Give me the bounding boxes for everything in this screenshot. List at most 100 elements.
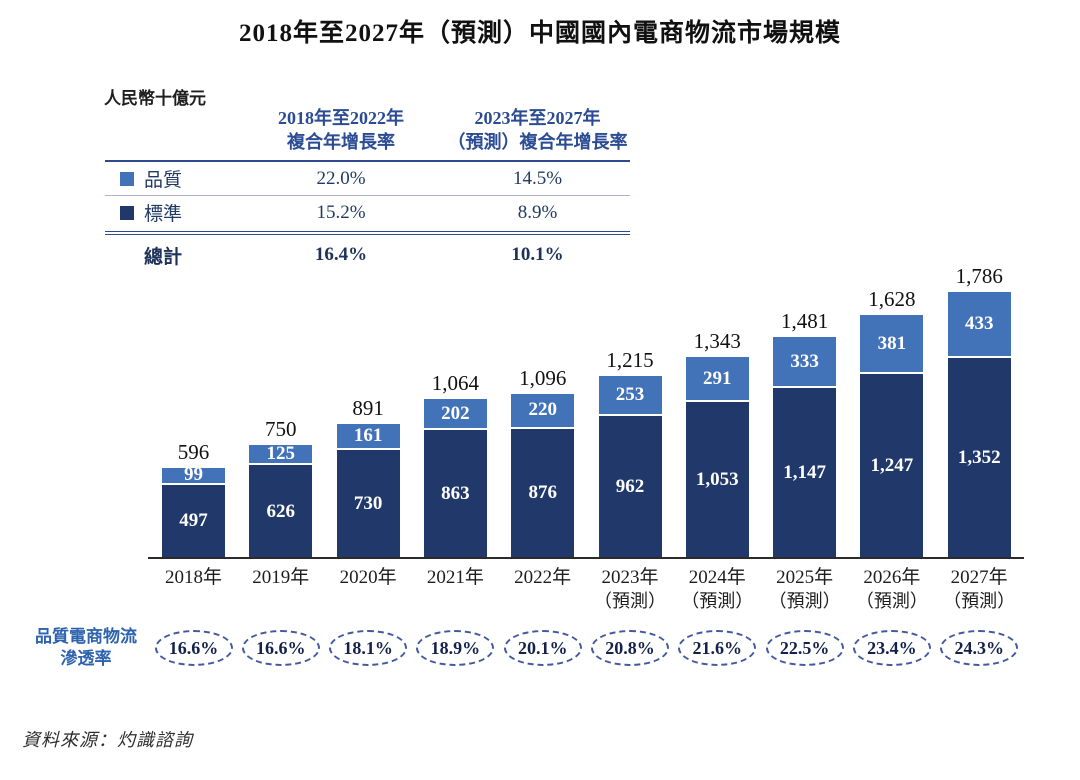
x-axis-forecast-note: （預測） (594, 591, 666, 611)
x-axis-year: 2018年 (164, 567, 222, 588)
penetration-oval: 16.6% (154, 630, 233, 666)
bar-segment-quality: 220 (511, 394, 575, 429)
penetration-group: 18.1% (325, 630, 412, 666)
bar-total-label: 1,064 (431, 370, 480, 395)
bar-group: 750 125 626 (237, 418, 324, 558)
x-axis-forecast-note: （預測） (943, 591, 1016, 611)
penetration-group: 16.6% (150, 630, 237, 666)
table-rule-top (105, 160, 630, 162)
x-axis-label: 2020年 (325, 566, 412, 590)
bar-group: 596 99 497 (150, 441, 237, 558)
x-axis-forecast-note: （預測） (768, 591, 841, 611)
table-row-total: 總計 16.4% 10.1% (105, 235, 630, 275)
table-rule-mid (105, 195, 630, 196)
penetration-group: 16.6% (237, 630, 324, 666)
bar-group: 1,786 433 1,352 (936, 265, 1023, 558)
bar-segment-quality: 381 (860, 315, 924, 374)
penetration-group: 22.5% (761, 630, 848, 666)
bar-segment-quality: 202 (423, 398, 487, 431)
cagr-table: 2018年至2022年 複合年增長率 2023年至2027年 （預測）複合年增長… (105, 102, 630, 275)
cagr-table-header: 2018年至2022年 複合年增長率 2023年至2027年 （預測）複合年增長… (105, 102, 630, 154)
total-row-label: 總計 (144, 246, 183, 268)
bar-segment-standard: 626 (249, 465, 313, 558)
bar-segment-standard: 497 (162, 484, 225, 558)
penetration-group: 20.8% (587, 630, 674, 666)
penetration-group: 20.1% (499, 630, 586, 666)
penetration-label-line1: 品質電商物流 (35, 627, 137, 646)
x-axis-line (148, 557, 1024, 559)
bar-group: 1,628 381 1,247 (848, 288, 935, 558)
x-axis-year: 2023年 (601, 567, 659, 588)
bar-segment-standard: 1,247 (860, 373, 924, 558)
unit-label: 人民幣十億元 (104, 89, 206, 108)
bar-segment-quality: 125 (249, 443, 313, 466)
penetration-rate-label: 品質電商物流 滲透率 (20, 626, 152, 670)
bar-segment-standard: 863 (423, 430, 487, 558)
x-axis-label: 2021年 (412, 566, 499, 590)
col-header-line: 2018年至2022年 (278, 108, 404, 128)
x-axis-label: 2023年 （預測） (587, 566, 674, 613)
bar-segment-standard: 1,352 (947, 358, 1011, 558)
bar-segment-quality: 253 (598, 376, 662, 416)
x-axis-label: 2025年 （預測） (761, 566, 848, 613)
penetration-oval: 16.6% (241, 630, 320, 666)
bar-segment-standard: 1,147 (773, 388, 837, 558)
total-cagr-2023-2027: 10.1% (511, 244, 564, 265)
bar-segment-quality: 291 (685, 357, 749, 403)
x-axis-year: 2027年 (950, 567, 1008, 588)
penetration-group: 18.9% (412, 630, 499, 666)
bar-segment-quality: 433 (947, 292, 1011, 359)
bar-group: 1,481 333 1,147 (761, 310, 848, 558)
penetration-oval: 18.1% (329, 630, 408, 666)
penetration-group: 24.3% (936, 630, 1023, 666)
penetration-label-line2: 滲透率 (60, 649, 112, 668)
bar-segment-standard: 876 (511, 428, 575, 558)
total-cagr-2018-2022: 16.4% (314, 244, 368, 265)
x-axis-label: 2024年 （預測） (674, 566, 761, 613)
row-label: 品質 (144, 170, 183, 191)
col-header-line: 2023年至2027年 (474, 108, 601, 128)
x-axis-forecast-note: （預測） (681, 591, 754, 611)
x-axis-labels: 2018年 2019年 2020年 2021年 2022年 2023年 （預測） 2024年 （… (150, 566, 1023, 622)
x-axis-year: 2022年 (514, 567, 572, 588)
standard-cagr-2018-2022: 15.2% (316, 201, 366, 223)
bar-total-label: 1,343 (693, 329, 741, 354)
quality-cagr-2023-2027: 14.5% (512, 167, 563, 189)
bar-group: 1,215 253 962 (587, 349, 674, 558)
penetration-oval: 20.8% (591, 630, 669, 666)
penetration-oval: 20.1% (503, 630, 582, 666)
x-axis-label: 2019年 (237, 566, 324, 590)
bar-group: 1,096 220 876 (499, 367, 586, 558)
bar-segment-quality: 333 (773, 337, 837, 389)
x-axis-label: 2018年 (150, 566, 237, 590)
x-axis-year: 2024年 (688, 567, 746, 588)
legend-swatch-standard (120, 205, 134, 220)
bar-total-label: 596 (177, 439, 210, 464)
bar-group: 1,343 291 1,053 (674, 330, 761, 558)
col-header-2023-2027: 2023年至2027年 （預測）複合年增長率 (445, 106, 630, 154)
bar-total-label: 1,481 (780, 309, 829, 334)
penetration-oval: 18.9% (416, 630, 495, 666)
x-axis-forecast-note: （預測） (855, 591, 928, 611)
col-header-line: （預測）複合年增長率 (447, 132, 628, 152)
bar-segment-quality: 99 (162, 464, 225, 485)
bar-total-label: 1,786 (955, 264, 1003, 289)
penetration-oval: 24.3% (940, 630, 1019, 666)
x-axis-year: 2019年 (252, 567, 310, 588)
penetration-oval: 21.6% (678, 630, 757, 666)
bar-total-label: 891 (352, 396, 384, 421)
bar-segment-quality: 161 (336, 424, 400, 451)
col-header-line: 複合年增長率 (287, 132, 395, 152)
x-axis-year: 2020年 (339, 567, 397, 588)
penetration-oval: 23.4% (852, 630, 931, 666)
table-row-standard: 標準 15.2% 8.9% (105, 196, 630, 229)
bar-total-label: 1,628 (868, 287, 916, 312)
table-rule-double (105, 231, 630, 235)
col-header-2018-2022: 2018年至2022年 複合年增長率 (237, 106, 445, 154)
x-axis-label: 2027年 （預測） (936, 566, 1023, 613)
standard-cagr-2023-2027: 8.9% (517, 201, 558, 223)
x-axis-year: 2026年 (863, 567, 921, 588)
legend-swatch-quality (120, 171, 134, 186)
x-axis-label: 2026年 （預測） (848, 566, 935, 613)
bar-group: 1,064 202 863 (412, 372, 499, 558)
